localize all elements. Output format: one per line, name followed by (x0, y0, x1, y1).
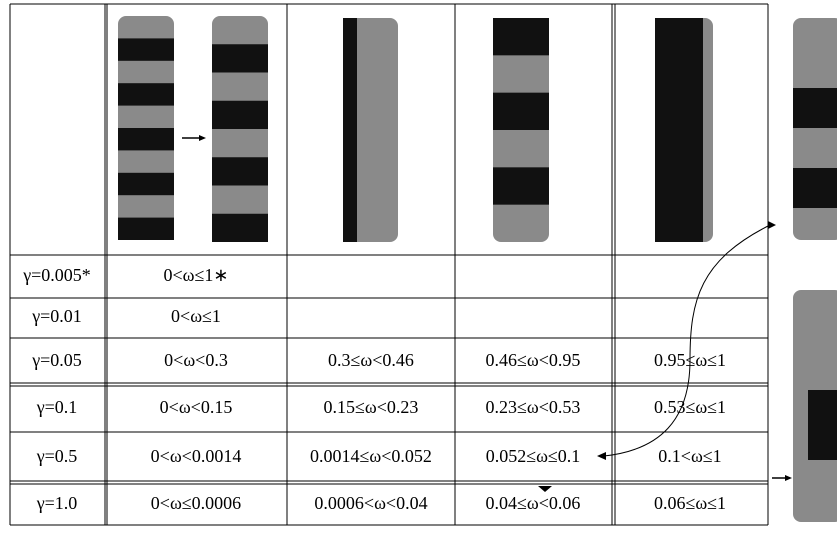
range-cell: 0.53≤ω≤1 (654, 397, 726, 417)
band (118, 38, 174, 60)
table-text: γ=0.005* 0<ω≤1∗ γ=0.01 0<ω≤1 γ=0.05 0<ω<0.3 0.… (22, 265, 726, 513)
band (793, 88, 837, 128)
range-cell: 0<ω≤1 (171, 306, 221, 326)
range-cell: 0<ω<0.3 (164, 350, 228, 370)
range-cell: 0.46≤ω<0.95 (486, 350, 581, 370)
band (118, 83, 174, 105)
row-label: γ=0.005* (22, 265, 91, 285)
range-cell: 0.052≤ω≤0.1 (486, 446, 581, 466)
range-cell: 0<ω<0.0014 (151, 446, 242, 466)
band (118, 218, 174, 240)
band (493, 167, 549, 204)
row-label: γ=0.5 (36, 446, 78, 466)
band (118, 128, 174, 150)
figure: γ=0.005* 0<ω≤1∗ γ=0.01 0<ω≤1 γ=0.05 0<ω<0.3 0.… (0, 0, 837, 528)
range-cell: 0.06≤ω≤1 (654, 493, 726, 513)
band (212, 44, 268, 72)
band (793, 168, 837, 208)
range-cell: 0.04≤ω<0.06 (486, 493, 581, 513)
range-cell: 0.1<ω≤1 (658, 446, 721, 466)
band (493, 93, 549, 130)
band (343, 18, 357, 242)
row-label: γ=0.01 (31, 306, 82, 326)
row-label: γ=0.1 (36, 397, 78, 417)
row-label: γ=1.0 (36, 493, 78, 513)
band (808, 390, 837, 460)
range-cell: 0.23≤ω<0.53 (486, 397, 581, 417)
range-cell: 0.3≤ω<0.46 (328, 350, 414, 370)
range-cell: 0<ω<0.15 (160, 397, 233, 417)
band (212, 101, 268, 129)
range-cell: 0<ω≤1∗ (164, 265, 229, 285)
range-cell: 0.0014≤ω<0.052 (310, 446, 432, 466)
band (118, 173, 174, 195)
range-cell: 0<ω≤0.0006 (151, 493, 241, 513)
range-cell: 0.95≤ω≤1 (654, 350, 726, 370)
band (212, 214, 268, 242)
range-cell: 0.0006<ω<0.04 (314, 493, 427, 513)
row-label: γ=0.05 (31, 350, 82, 370)
band (212, 157, 268, 185)
range-cell: 0.15≤ω<0.23 (324, 397, 419, 417)
band (493, 18, 549, 55)
band (655, 18, 703, 242)
